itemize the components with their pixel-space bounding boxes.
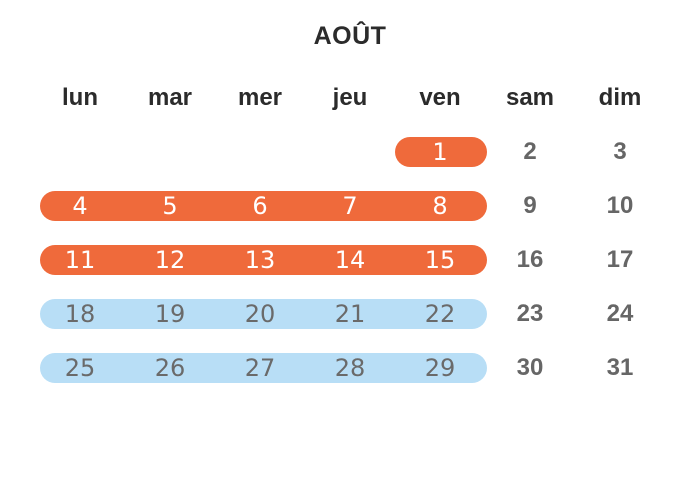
- week-5-highlight-bar: [40, 353, 487, 383]
- day-20: 20: [244, 300, 276, 328]
- day-2: 2: [523, 138, 537, 165]
- day-17: 17: [606, 246, 634, 273]
- week-1-highlight-bar: [395, 137, 487, 167]
- day-29: 29: [424, 354, 456, 382]
- week-2-highlight-bar: [40, 191, 487, 221]
- weekday-thursday: jeu: [332, 84, 368, 111]
- day-8: 8: [432, 192, 448, 220]
- day-4: 4: [72, 192, 88, 220]
- weekday-tuesday: mar: [147, 84, 193, 111]
- weekday-monday: lun: [62, 84, 98, 111]
- day-31: 31: [606, 354, 634, 381]
- day-19: 19: [154, 300, 186, 328]
- day-18: 18: [64, 300, 96, 328]
- day-10: 10: [606, 192, 634, 219]
- day-5: 5: [162, 192, 178, 220]
- day-21: 21: [334, 300, 366, 328]
- week-3-highlight-bar: [40, 245, 487, 275]
- month-title: AOÛT: [313, 22, 387, 50]
- day-9: 9: [523, 192, 537, 219]
- day-3: 3: [613, 138, 627, 165]
- weekday-saturday: sam: [505, 84, 555, 111]
- day-16: 16: [516, 246, 544, 273]
- day-23: 23: [516, 300, 544, 327]
- weekday-sunday: dim: [598, 84, 642, 111]
- day-14: 14: [334, 246, 366, 274]
- day-25: 25: [64, 354, 96, 382]
- weekday-friday: ven: [419, 84, 461, 111]
- day-30: 30: [516, 354, 544, 381]
- day-22: 22: [424, 300, 456, 328]
- day-27: 27: [244, 354, 276, 382]
- day-24: 24: [606, 300, 634, 327]
- day-6: 6: [252, 192, 268, 220]
- day-1: 1: [432, 138, 448, 166]
- day-26: 26: [154, 354, 186, 382]
- day-15: 15: [424, 246, 456, 274]
- day-11: 11: [64, 246, 96, 274]
- day-13: 13: [244, 246, 276, 274]
- weekday-wednesday: mer: [237, 84, 283, 111]
- day-7: 7: [342, 192, 358, 220]
- day-28: 28: [334, 354, 366, 382]
- day-12: 12: [154, 246, 186, 274]
- week-4-highlight-bar: [40, 299, 487, 329]
